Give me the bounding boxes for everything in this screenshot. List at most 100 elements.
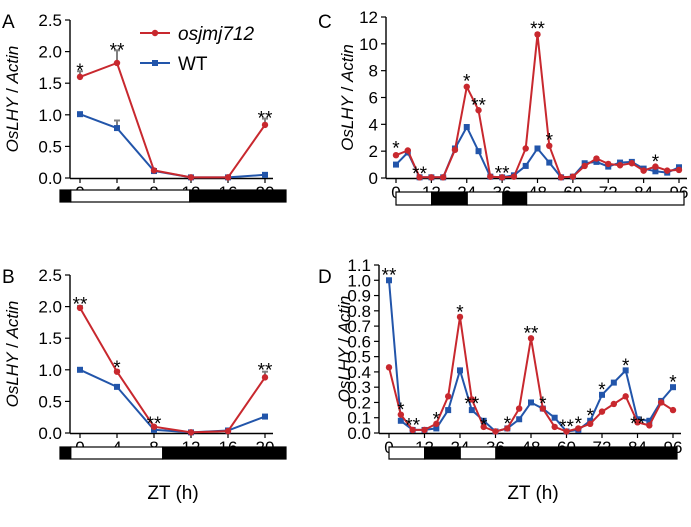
data-point <box>392 151 400 159</box>
data-point <box>445 407 452 414</box>
significance-mark: ** <box>147 414 162 435</box>
y-tick-label: 1.5 <box>38 74 62 93</box>
significance-mark: ** <box>471 96 486 117</box>
light-dark-segment <box>70 189 191 203</box>
y-tick-label: 0.0 <box>38 169 62 188</box>
data-point <box>622 393 629 400</box>
significance-mark: * <box>463 71 471 92</box>
data-point <box>652 168 659 175</box>
panel-c: C02468101201224364860728496OsLHY / Actin… <box>318 8 688 206</box>
light-dark-segment <box>395 191 433 206</box>
y-tick-label: 8 <box>369 62 378 81</box>
data-point <box>433 420 440 428</box>
series-line-wt <box>79 368 266 434</box>
y-axis-label: OsLHY / Actin <box>3 301 22 408</box>
data-point <box>534 31 541 38</box>
data-point <box>557 174 565 181</box>
data-point <box>522 162 529 169</box>
light-dark-segment <box>495 446 678 460</box>
data-point <box>444 393 452 400</box>
data-point <box>610 400 618 408</box>
data-point <box>77 111 83 118</box>
y-label-gene: OsLHY <box>335 346 354 402</box>
data-point <box>475 148 482 155</box>
series-line-mutant <box>79 307 266 434</box>
significance-mark: ** <box>382 266 397 287</box>
legend-marker <box>152 60 158 66</box>
data-point <box>451 146 459 154</box>
significance-mark: * <box>113 358 121 379</box>
y-tick-label: 0.2 <box>347 393 371 412</box>
light-dark-segment <box>431 191 468 206</box>
significance-mark: ** <box>405 415 420 436</box>
light-dark-segment <box>59 446 72 460</box>
data-point <box>546 159 553 166</box>
data-point <box>150 423 158 430</box>
y-label-sep: / <box>3 338 22 352</box>
data-point <box>187 429 195 436</box>
data-point <box>669 406 677 414</box>
y-axis-label: OsLHY / Actin <box>335 296 354 403</box>
significance-mark: ** <box>524 324 539 345</box>
data-point <box>397 411 405 418</box>
y-tick-label: 10 <box>359 35 378 54</box>
data-point <box>261 374 269 381</box>
data-point <box>657 399 665 406</box>
significance-mark: * <box>586 406 594 427</box>
data-point <box>610 379 617 386</box>
data-point <box>605 160 612 168</box>
y-label-sep: / <box>335 333 354 347</box>
light-dark-segment <box>502 191 528 206</box>
significance-mark: * <box>539 394 547 415</box>
data-point <box>616 162 624 169</box>
data-point <box>480 423 487 431</box>
data-point <box>421 426 428 434</box>
data-point <box>593 158 600 165</box>
data-point <box>599 391 605 398</box>
y-tick-label: 0.5 <box>38 137 62 156</box>
significance-mark: * <box>622 356 630 377</box>
data-point <box>492 428 499 435</box>
panel-label: B <box>2 267 15 288</box>
significance-mark: ** <box>258 360 273 381</box>
y-tick-label: 0 <box>369 169 378 188</box>
y-tick-label: 0.7 <box>347 317 371 336</box>
data-point <box>563 428 570 435</box>
data-point <box>551 423 558 431</box>
data-point <box>480 417 487 424</box>
data-point <box>487 173 494 180</box>
y-tick-label: 2.5 <box>38 11 62 30</box>
significance-mark: ** <box>412 164 427 185</box>
significance-mark: ** <box>530 19 545 40</box>
data-point <box>224 427 232 435</box>
y-tick-label: 0.3 <box>347 378 371 397</box>
significance-mark: ** <box>73 295 88 316</box>
panel-b: B0.00.51.01.52.02.5048121620OsLHY / Acti… <box>2 266 287 504</box>
data-point <box>528 399 534 406</box>
light-dark-segment <box>70 446 164 460</box>
legend-entry: WT <box>178 54 208 75</box>
data-point <box>404 147 411 154</box>
y-tick-label: 0.1 <box>347 409 371 428</box>
y-tick-label: 12 <box>359 8 378 27</box>
data-point <box>504 425 511 432</box>
x-axis-label: ZT (h) <box>147 483 198 504</box>
significance-mark: * <box>392 138 400 159</box>
y-tick-label: 2.0 <box>38 298 62 317</box>
y-tick-label: 0.5 <box>347 348 371 367</box>
data-point <box>468 407 475 414</box>
data-point <box>113 59 121 67</box>
data-point <box>114 125 120 132</box>
significance-mark: * <box>652 152 660 173</box>
y-tick-label: 0.8 <box>347 302 371 321</box>
light-dark-segment <box>59 189 72 203</box>
series-line-wt <box>395 124 680 179</box>
y-tick-label: 0.6 <box>347 332 371 351</box>
light-dark-segment <box>526 191 685 206</box>
data-point <box>224 174 232 181</box>
data-point <box>575 425 582 432</box>
panel-a: A0.00.51.01.52.02.5048121620OsLHY / Acti… <box>2 11 287 203</box>
data-point <box>534 145 541 152</box>
data-point <box>628 160 636 167</box>
y-tick-label: 2 <box>369 142 378 161</box>
